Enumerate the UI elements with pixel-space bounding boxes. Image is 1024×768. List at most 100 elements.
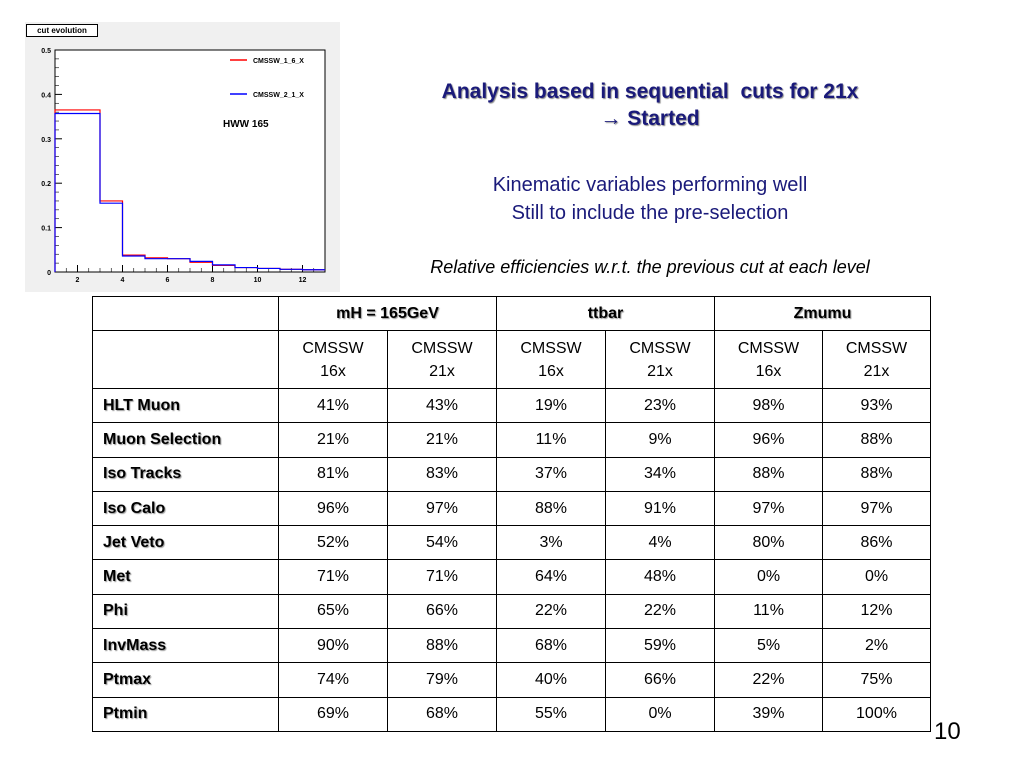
table-subheader-row: CMSSW 16x CMSSW 21x CMSSW 16x CMSSW 21x CMSS… [92, 330, 931, 389]
table-cell: 86% [822, 525, 931, 561]
table-cell: 97% [387, 490, 497, 527]
table-cell: 66% [387, 593, 497, 630]
table-cell: 74% [278, 662, 388, 698]
table-cell: 55% [496, 696, 606, 732]
subheader-cell: CMSSW 21x [822, 330, 931, 389]
x-tick-label: 10 [254, 277, 262, 284]
table-cell: 54% [387, 525, 497, 561]
table-cell: 88% [822, 422, 931, 458]
table-cell: 0% [605, 696, 715, 732]
table-cell: 88% [496, 490, 606, 527]
table-cell: 5% [714, 628, 823, 664]
table-cell: 75% [822, 662, 931, 698]
table-cell: 100% [822, 696, 931, 732]
table-cell: 83% [387, 456, 497, 492]
headline-line-2: → Started [600, 107, 700, 130]
table-cell: 11% [714, 593, 823, 630]
table-cell: 34% [605, 456, 715, 492]
table-cell: 48% [605, 559, 715, 595]
subheader-cell: CMSSW 16x [496, 330, 606, 389]
subheader-cell: CMSSW 21x [387, 330, 497, 389]
table-cell: 22% [605, 593, 715, 630]
subheader-cell: CMSSW 21x [605, 330, 715, 389]
table-cell: 12% [822, 593, 931, 630]
table-cell: 21% [278, 422, 388, 458]
subheader-cell: CMSSW 16x [714, 330, 823, 389]
table-cell: 4% [605, 525, 715, 561]
table-cell: 93% [822, 387, 931, 424]
table-cell: 11% [496, 422, 606, 458]
y-tick-label: 0.2 [41, 181, 51, 188]
page-number: 10 [934, 718, 961, 745]
table-cell: 2% [822, 628, 931, 664]
table-cell: 40% [496, 662, 606, 698]
table-row: InvMass 90% 88% 68% 59% 5% 2% [92, 628, 931, 664]
row-label: InvMass [92, 628, 279, 664]
subheader-cell: CMSSW 16x [278, 330, 388, 389]
table-row: Ptmax 74% 79% 40% 66% 22% 75% [92, 662, 931, 698]
table-corner-cell [92, 330, 279, 389]
table-cell: 0% [822, 559, 931, 595]
table-cell: 0% [714, 559, 823, 595]
legend-label: CMSSW_2_1_X [253, 92, 304, 99]
table-row: Jet Veto 52% 54% 3% 4% 80% 86% [92, 525, 931, 561]
table-cell: 71% [387, 559, 497, 595]
row-label: HLT Muon [92, 387, 279, 424]
group-header-zmumu: Zmumu [714, 296, 931, 331]
table-cell: 41% [278, 387, 388, 424]
y-tick-label: 0.3 [41, 137, 51, 144]
table-cell: 96% [278, 490, 388, 527]
table-cell: 79% [387, 662, 497, 698]
table-corner-cell [92, 296, 279, 331]
table-cell: 71% [278, 559, 388, 595]
table-cell: 23% [605, 387, 715, 424]
histogram-title: cut evolution [26, 24, 98, 37]
series-step-line [54, 112, 325, 272]
table-cell: 52% [278, 525, 388, 561]
table-cell: 43% [387, 387, 497, 424]
table-row: Met 71% 71% 64% 48% 0% 0% [92, 559, 931, 595]
row-label: Met [92, 559, 279, 595]
x-tick-label: 8 [211, 277, 215, 284]
note-line-1: Kinematic variables performing well [492, 174, 808, 196]
histogram-plot: 0 0.1 0.2 0.3 0.4 0.5 2 4 6 8 10 12 CMSSW_1_6_X CMSSW… [41, 48, 326, 284]
table-cell: 19% [496, 387, 606, 424]
table-cell: 80% [714, 525, 823, 561]
table-cell: 69% [278, 696, 388, 732]
y-tick-label: 0.5 [41, 48, 51, 55]
y-tick-label: 0.1 [41, 226, 51, 233]
table-cell: 37% [496, 456, 606, 492]
table-cell: 21% [387, 422, 497, 458]
y-tick-label: 0 [47, 270, 51, 277]
table-cell: 91% [605, 490, 715, 527]
table-group-header-row: mH = 165GeV ttbar Zmumu [92, 296, 931, 331]
table-row: Iso Tracks 81% 83% 37% 34% 88% 88% [92, 456, 931, 492]
row-label: Jet Veto [92, 525, 279, 561]
table-body: HLT Muon 41% 43% 19% 23% 98% 93% Muon Selection… [92, 387, 931, 732]
table-row: Muon Selection 21% 21% 11% 9% 96% 88% [92, 422, 931, 458]
table-cell: 66% [605, 662, 715, 698]
y-tick-label: 0.4 [41, 92, 51, 99]
status-notes: Kinematic variables performing well Stil… [360, 171, 940, 227]
table-cell: 3% [496, 525, 606, 561]
table-cell: 9% [605, 422, 715, 458]
row-label: Iso Tracks [92, 456, 279, 492]
table-cell: 88% [714, 456, 823, 492]
x-tick-label: 2 [76, 277, 80, 284]
headline: Analysis based in sequential cuts for 21… [360, 78, 940, 132]
table-cell: 96% [714, 422, 823, 458]
row-label: Ptmax [92, 662, 279, 698]
note-line-2: Still to include the pre-selection [511, 202, 789, 224]
x-tick-label: 12 [299, 277, 307, 284]
efficiency-table: mH = 165GeV ttbar Zmumu CMSSW 16x CMSSW 21… [92, 296, 931, 732]
legend-label: CMSSW_1_6_X [253, 58, 304, 65]
table-cell: 22% [714, 662, 823, 698]
headline-line-1: Analysis based in sequential cuts for 21… [441, 80, 859, 103]
table-cell: 97% [822, 490, 931, 527]
table-row: HLT Muon 41% 43% 19% 23% 98% 93% [92, 387, 931, 424]
row-label: Phi [92, 593, 279, 630]
table-row: Iso Calo 96% 97% 88% 91% 97% 97% [92, 490, 931, 527]
x-tick-label: 4 [121, 277, 125, 284]
table-cell: 98% [714, 387, 823, 424]
group-header-ttbar: ttbar [496, 296, 715, 331]
